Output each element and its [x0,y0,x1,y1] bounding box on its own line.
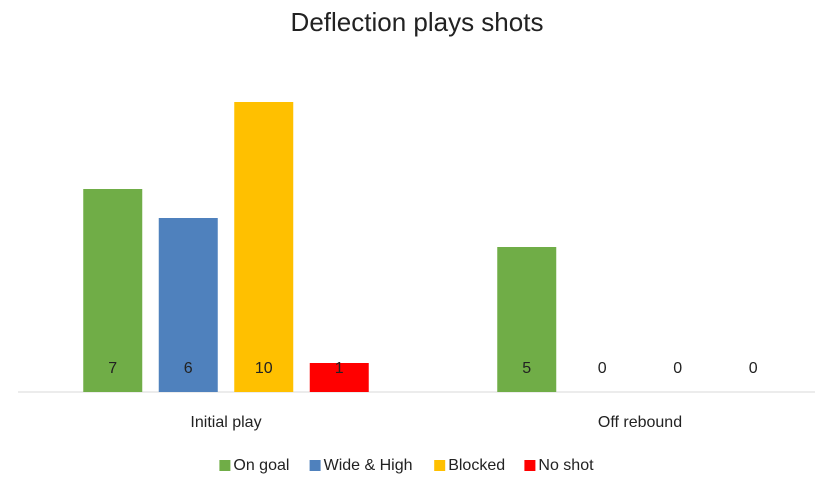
data-label: 0 [749,360,758,377]
legend-label: No shot [538,457,594,474]
legend-label: Blocked [448,457,505,474]
data-label: 1 [335,360,344,377]
x-tick-label: Off rebound [598,414,682,431]
legend-swatch [219,460,231,471]
legend-label: Wide & High [324,457,413,474]
bar [234,102,294,392]
chart-title: Deflection plays shots [291,7,544,37]
bar [158,218,218,392]
data-label: 7 [108,360,117,377]
data-label: 6 [184,360,193,377]
legend-swatch [434,460,446,471]
legend-swatch [309,460,321,471]
bar [309,363,369,392]
data-label: 0 [598,360,607,377]
data-label: 0 [673,360,682,377]
legend-label: On goal [233,457,289,474]
x-tick-label: Initial play [190,414,261,431]
bar [83,189,143,392]
data-label: 5 [522,360,531,377]
data-label: 10 [255,360,273,377]
bar [497,247,557,392]
legend-swatch [524,460,536,471]
